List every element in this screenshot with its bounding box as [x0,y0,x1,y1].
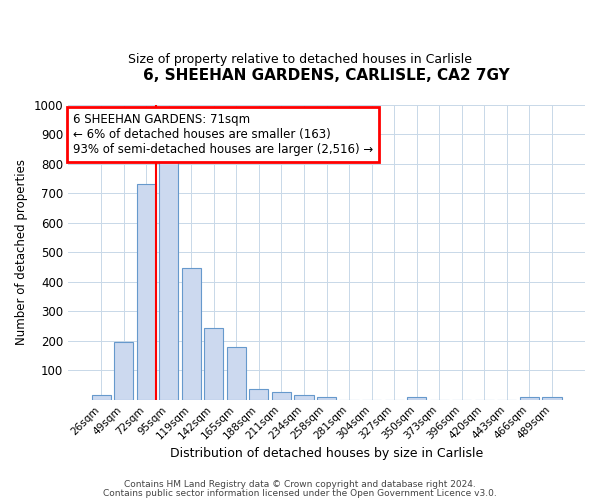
Bar [92,396,110,400]
Y-axis label: Number of detached properties: Number of detached properties [15,159,28,345]
Bar [542,397,562,400]
X-axis label: Distribution of detached houses by size in Carlisle: Distribution of detached houses by size … [170,447,483,460]
Bar [114,342,133,400]
Bar [159,153,178,400]
Bar [520,398,539,400]
Bar [407,397,426,400]
Bar [182,268,201,400]
Text: Contains public sector information licensed under the Open Government Licence v3: Contains public sector information licen… [103,489,497,498]
Title: 6, SHEEHAN GARDENS, CARLISLE, CA2 7GY: 6, SHEEHAN GARDENS, CARLISLE, CA2 7GY [143,68,510,82]
Bar [227,347,246,400]
Bar [295,396,314,400]
Bar [137,184,156,400]
Text: Contains HM Land Registry data © Crown copyright and database right 2024.: Contains HM Land Registry data © Crown c… [124,480,476,489]
Bar [317,398,336,400]
Bar [204,328,223,400]
Bar [250,390,268,400]
Text: 6 SHEEHAN GARDENS: 71sqm
← 6% of detached houses are smaller (163)
93% of semi-d: 6 SHEEHAN GARDENS: 71sqm ← 6% of detache… [73,114,373,156]
Bar [272,392,291,400]
Text: Size of property relative to detached houses in Carlisle: Size of property relative to detached ho… [128,52,472,66]
